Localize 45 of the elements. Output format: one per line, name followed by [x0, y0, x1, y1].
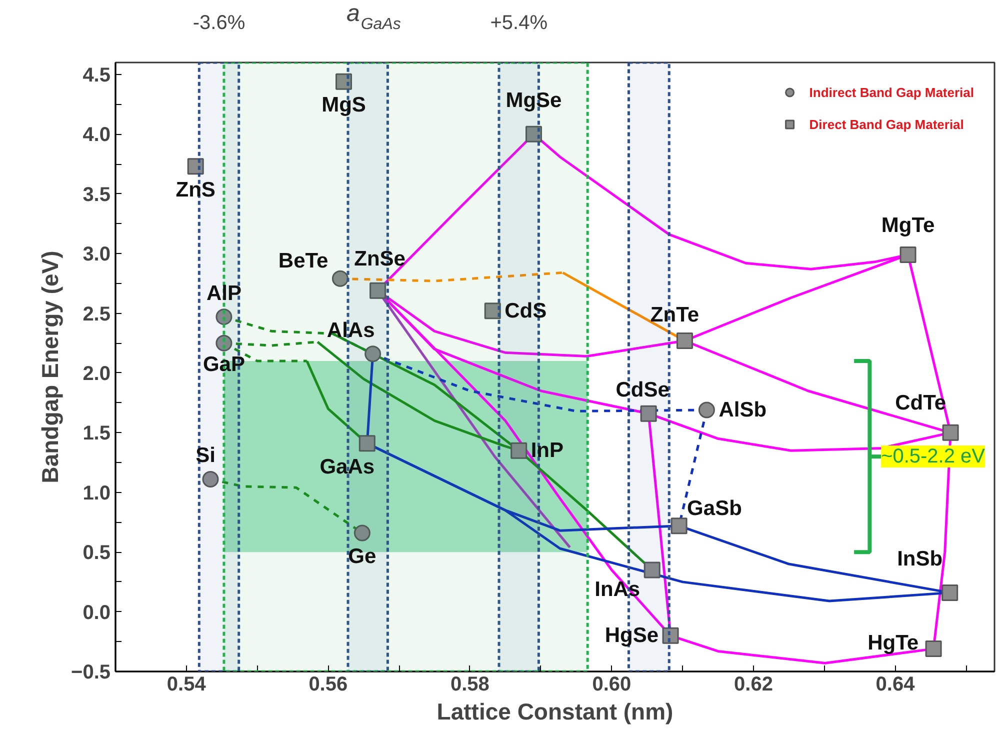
annotation: BeTe — [278, 250, 328, 273]
y-tick-label: 0.5 — [82, 542, 111, 564]
x-tick-label: 0.64 — [876, 674, 916, 696]
legend-label: Direct Band Gap Material — [809, 116, 964, 132]
x-axis-title: Lattice Constant (nm) — [436, 698, 674, 724]
y-tick-label: 1.5 — [82, 422, 111, 445]
x-tick-label: 0.60 — [592, 674, 632, 696]
annotation: HgSe — [604, 624, 659, 648]
annotation: GaP — [202, 353, 245, 376]
annotation: MgTe — [881, 214, 935, 237]
annotation: Si — [196, 444, 216, 468]
band-label: +5.4% — [490, 12, 548, 34]
annotation: ZnS — [176, 178, 216, 202]
annotation: InSb — [897, 548, 943, 571]
y-tick-label: 2.0 — [82, 362, 111, 385]
annotation: ~0.5-2.2 eV — [881, 446, 986, 468]
annotation: Ge — [348, 544, 376, 568]
annotation: GaAs — [320, 455, 375, 478]
annotation: AlP — [206, 282, 242, 305]
annotation: MgS — [322, 94, 366, 117]
annotation: AlSb — [718, 398, 767, 422]
y-tick-label: 0.0 — [82, 602, 111, 624]
annotation: HgTe — [868, 631, 919, 654]
annotation: ZnTe — [650, 304, 700, 327]
band-label: -3.6% — [192, 12, 246, 34]
annotation: InP — [530, 439, 564, 462]
x-tick-label: 0.54 — [166, 674, 207, 696]
x-tick-label: 0.62 — [734, 674, 773, 696]
x-tick-label: 0.58 — [450, 674, 490, 696]
y-tick-label: 2.5 — [82, 303, 111, 326]
y-tick-label: −0.5 — [71, 662, 110, 684]
annotation: ZnSe — [354, 248, 406, 271]
y-tick-label: 3.0 — [82, 244, 111, 266]
annotation: CdS — [504, 299, 547, 322]
annotation: GaSb — [687, 496, 742, 520]
annotation: CdSe — [616, 378, 670, 402]
annotation: MgSe — [506, 89, 562, 112]
y-tick-label: 3.5 — [82, 184, 111, 206]
legend-label: Indirect Band Gap Material — [809, 84, 974, 100]
y-axis-title: Bandgap Energy (eV) — [37, 250, 64, 484]
y-tick-label: 4.5 — [82, 64, 111, 86]
x-tick-label: 0.56 — [308, 674, 348, 696]
y-tick-label: 1.0 — [82, 482, 111, 504]
annotation: AlAs — [326, 318, 375, 342]
y-tick-label: 4.0 — [82, 124, 111, 146]
